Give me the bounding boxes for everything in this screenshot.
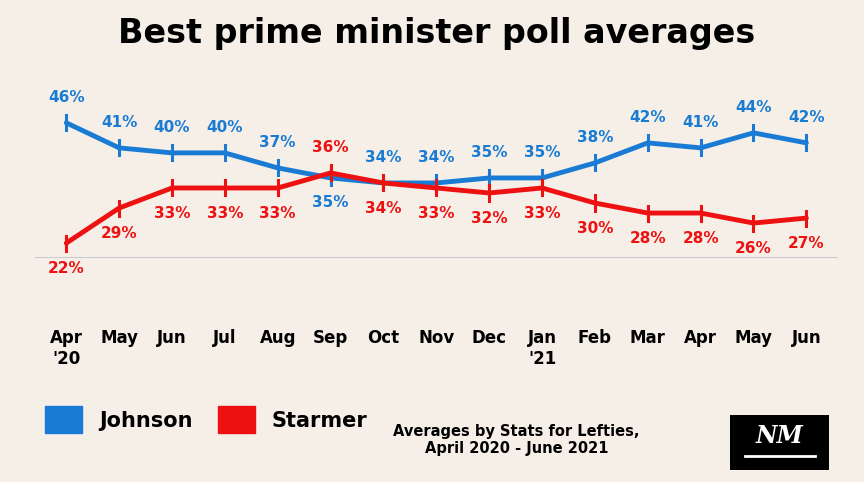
Title: Best prime minister poll averages: Best prime minister poll averages: [118, 17, 755, 50]
Text: 36%: 36%: [312, 140, 349, 155]
Text: 42%: 42%: [788, 110, 824, 125]
Text: 22%: 22%: [48, 261, 85, 276]
Text: 35%: 35%: [524, 146, 560, 161]
Text: 33%: 33%: [524, 205, 560, 221]
Text: 35%: 35%: [313, 196, 349, 211]
Text: 27%: 27%: [788, 236, 824, 251]
Text: Averages by Stats for Lefties,
April 2020 - June 2021: Averages by Stats for Lefties, April 202…: [393, 424, 640, 456]
Text: 26%: 26%: [735, 241, 772, 255]
Text: 34%: 34%: [365, 150, 402, 165]
Text: 42%: 42%: [630, 110, 666, 125]
Text: 38%: 38%: [576, 130, 613, 146]
Text: 35%: 35%: [471, 146, 507, 161]
Text: 33%: 33%: [154, 205, 190, 221]
Text: 46%: 46%: [48, 90, 85, 105]
Text: 37%: 37%: [259, 135, 296, 150]
Text: 33%: 33%: [418, 205, 454, 221]
Text: 44%: 44%: [735, 100, 772, 115]
Text: 32%: 32%: [471, 211, 507, 226]
Text: 33%: 33%: [206, 205, 243, 221]
Legend: Johnson, Starmer: Johnson, Starmer: [45, 406, 367, 433]
Text: 41%: 41%: [101, 115, 137, 130]
Text: 28%: 28%: [630, 230, 666, 246]
Text: 40%: 40%: [206, 120, 243, 135]
Text: 28%: 28%: [683, 230, 719, 246]
Text: 33%: 33%: [259, 205, 296, 221]
Text: 34%: 34%: [365, 201, 402, 215]
Text: NM: NM: [756, 424, 804, 448]
Text: 40%: 40%: [154, 120, 190, 135]
Text: 41%: 41%: [683, 115, 719, 130]
Text: 34%: 34%: [418, 150, 454, 165]
Text: 30%: 30%: [576, 221, 613, 236]
Text: 29%: 29%: [101, 226, 137, 241]
